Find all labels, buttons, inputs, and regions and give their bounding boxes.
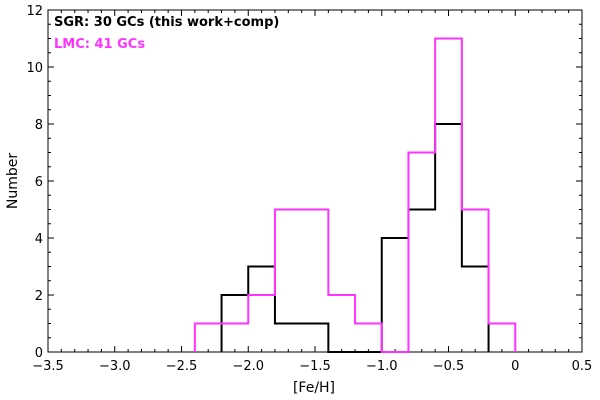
series-step-line bbox=[220, 123, 490, 353]
legend-entry: LMC: 41 GCs bbox=[54, 37, 145, 52]
x-tick-label: −3.0 bbox=[99, 359, 131, 374]
histogram-bin bbox=[248, 295, 275, 352]
histogram-bin bbox=[222, 324, 249, 353]
legend-entry: SGR: 30 GCs (this work+comp) bbox=[54, 15, 279, 30]
x-tick-label: 0.5 bbox=[572, 359, 593, 374]
histogram-bin bbox=[328, 295, 355, 352]
y-tick-labels: 0 2 4 6 8 10 12 bbox=[26, 4, 43, 361]
x-tick-label: −1.5 bbox=[299, 359, 331, 374]
y-tick-label: 10 bbox=[26, 61, 43, 76]
plot-area bbox=[47, 9, 583, 353]
x-tick-label: −2.5 bbox=[166, 359, 198, 374]
y-axis-label: Number bbox=[5, 153, 21, 209]
histogram-bin bbox=[408, 153, 435, 353]
histogram-bin bbox=[382, 238, 409, 352]
legend: SGR: 30 GCs (this work+comp) LMC: 41 GCs bbox=[54, 15, 279, 52]
x-tick-label: −2.0 bbox=[232, 359, 264, 374]
x-tick-label: 0 bbox=[511, 359, 519, 374]
y-tick-label: 12 bbox=[26, 4, 43, 19]
x-tick-label: −3.5 bbox=[32, 359, 64, 374]
axis-ticks bbox=[47, 9, 583, 353]
histogram-bin bbox=[435, 124, 462, 352]
histogram-bin bbox=[302, 210, 329, 353]
histogram-bin bbox=[408, 210, 435, 353]
histogram-bin bbox=[355, 324, 382, 353]
histogram-bin bbox=[462, 210, 489, 353]
histogram-bin bbox=[275, 324, 302, 353]
y-tick-label: 6 bbox=[35, 175, 43, 190]
series-layer bbox=[193, 37, 517, 353]
histogram-bin bbox=[489, 324, 516, 353]
histogram-bin bbox=[435, 39, 462, 353]
x-tick-label: −0.5 bbox=[433, 359, 465, 374]
x-tick-label: −1.0 bbox=[366, 359, 398, 374]
histogram-bin bbox=[275, 210, 302, 353]
series-step-line bbox=[193, 37, 517, 353]
x-tick-labels: −3.5 −3.0 −2.5 −2.0 −1.5 −1.0 −0.5 0 0.5 bbox=[32, 359, 592, 374]
y-tick-label: 2 bbox=[35, 289, 43, 304]
histogram-bin bbox=[462, 267, 489, 353]
y-tick-label: 0 bbox=[35, 346, 43, 361]
histogram-bin bbox=[248, 267, 275, 353]
y-tick-label: 4 bbox=[35, 232, 43, 247]
y-tick-label: 8 bbox=[35, 118, 43, 133]
x-axis-label: [Fe/H] bbox=[293, 380, 335, 396]
histogram-bin bbox=[195, 324, 222, 353]
